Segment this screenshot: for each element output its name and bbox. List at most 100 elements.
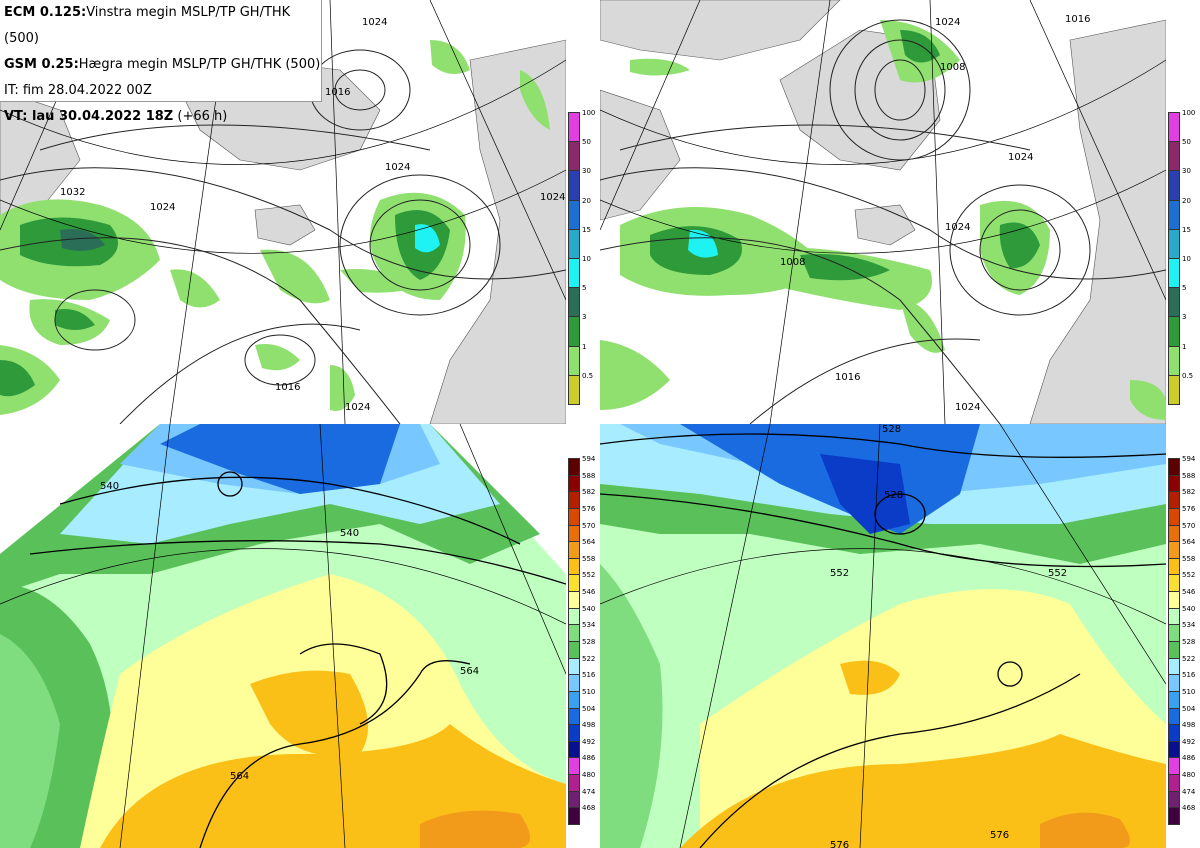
precip-scale-label: 20	[582, 196, 591, 205]
height-scale-label: 468	[1182, 804, 1196, 813]
gsm-height-map: 528 528 552 552 576 576	[600, 424, 1166, 848]
precip-scale-swatch	[1168, 141, 1180, 172]
precip-scale-label: 1	[1182, 342, 1187, 351]
height-contour-label: 564	[230, 771, 249, 782]
height-scale-label: 582	[1182, 488, 1196, 497]
height-scale-swatch	[1168, 724, 1180, 742]
precip-scale-label: 10	[1182, 255, 1191, 263]
isobar-label: 1016	[835, 372, 860, 383]
isobar-label: 1024	[935, 17, 960, 28]
precip-scale-label: 20	[1182, 196, 1191, 205]
height-labels: 528 528 552 552 576 576	[830, 424, 1067, 848]
height-scale-label: 552	[582, 571, 596, 580]
precip-scale-swatch	[568, 345, 580, 376]
precip-scale-swatch	[1168, 170, 1180, 201]
height-scale-swatch	[568, 607, 580, 626]
height-scale-label: 522	[582, 654, 596, 663]
isobar-label: 1032	[60, 187, 85, 198]
ecm-height-map: 540 540 564 564	[0, 424, 566, 848]
height-scale-swatch	[568, 541, 580, 559]
isobar-label: 1024	[150, 202, 175, 213]
precip-scale-label: 50	[1182, 138, 1191, 147]
height-scale-label: 558	[1182, 554, 1196, 563]
height-contour-label: 552	[1048, 568, 1067, 579]
height-scale-label: 492	[1182, 737, 1196, 746]
height-scale-swatch	[1168, 458, 1180, 476]
height-scale-swatch	[568, 790, 580, 809]
scandinavia-land	[429, 39, 566, 424]
info-line-ecm: ECM 0.125:Vinstra megin MSLP/TP GH/THK (…	[4, 5, 291, 46]
precip-scale-swatch	[1168, 287, 1180, 318]
height-scale-swatch	[1168, 541, 1180, 559]
height-scale-swatch	[568, 724, 580, 742]
height-scale-swatch	[568, 557, 580, 576]
isobar-label: 1024	[345, 402, 370, 413]
precip-scale-swatch	[1168, 374, 1180, 405]
isobar-label: 1016	[275, 382, 300, 393]
height-scale-swatch	[1168, 624, 1180, 642]
height-scale-swatch	[568, 690, 580, 709]
height-scale-swatch	[568, 757, 580, 776]
precip-scale-swatch	[568, 112, 580, 143]
height-scale-label: 516	[1182, 671, 1196, 680]
isobar-label: 1008	[780, 257, 805, 268]
info-line-valid-time: VT: lau 30.04.2022 18Z (+66 h)	[4, 109, 228, 124]
precip-scale-swatch	[568, 170, 580, 201]
precip-scale-label: 0.5	[1182, 371, 1194, 380]
height-scale-label: 546	[1182, 588, 1196, 597]
precip-scale-swatch	[1168, 345, 1180, 376]
height-scale-label: 594	[1182, 455, 1196, 463]
height-scale-label: 552	[1182, 571, 1196, 580]
height-scale-label: 510	[582, 687, 596, 696]
height-contour-label: 528	[882, 424, 901, 435]
height-contour-label: 564	[460, 666, 479, 677]
precip-areas	[0, 40, 550, 415]
height-scale-swatch	[568, 524, 580, 543]
isobar-label: 1016	[1065, 14, 1090, 25]
height-scale-label: 516	[582, 671, 596, 680]
height-scale-label: 576	[1182, 504, 1196, 513]
height-scale-swatch	[1168, 690, 1180, 709]
height-scale-swatch	[568, 458, 580, 476]
precip-scale-swatch	[1168, 228, 1180, 259]
graticule	[600, 424, 1166, 848]
height-scale-swatch	[568, 574, 580, 593]
height-scale-swatch	[1168, 641, 1180, 659]
height-scale-label: 528	[582, 638, 596, 646]
height-scale-label: 504	[1182, 704, 1196, 713]
height-scale-swatch	[568, 707, 580, 726]
height-contour-label: 540	[100, 481, 119, 492]
height-scale-swatch	[568, 624, 580, 642]
height-scale-label: 474	[582, 787, 596, 796]
precip-scale-swatch	[1168, 112, 1180, 143]
iceland-land	[254, 204, 316, 246]
height-contour-label: 552	[830, 568, 849, 579]
height-scale-label: 576	[582, 504, 596, 513]
height-labels: 540 540 564 564	[100, 481, 479, 782]
height-contour-label: 576	[990, 830, 1009, 841]
height-scale-label: 486	[1182, 754, 1196, 763]
height-scale-swatch	[1168, 657, 1180, 676]
precip-scale-label: 100	[1182, 109, 1196, 117]
precip-scale-swatch	[1168, 316, 1180, 347]
height-colorbar-right: 594 588 582 576 570 564 558 552 546 540 534 528 522 5…	[1168, 455, 1200, 825]
height-scale-label: 498	[582, 721, 596, 730]
height-scale-label: 534	[582, 621, 596, 630]
precip-scale-swatch	[1168, 199, 1180, 230]
isobar-label: 1024	[362, 17, 387, 28]
height-contour-label: 528	[884, 490, 903, 501]
height-scale-swatch	[568, 674, 580, 692]
height-scale-swatch	[1168, 790, 1180, 809]
height-contour-label: 540	[340, 528, 359, 539]
height-contours	[600, 433, 1166, 848]
height-scale-swatch	[568, 474, 580, 493]
height-contour-label: 576	[830, 840, 849, 848]
height-scale-swatch	[1168, 774, 1180, 792]
height-scale-swatch	[1168, 574, 1180, 593]
height-scale-label: 522	[1182, 654, 1196, 663]
height-scale-label: 546	[582, 588, 596, 597]
height-scale-label: 510	[1182, 687, 1196, 696]
height-scale-swatch	[1168, 491, 1180, 509]
info-line-gsm: GSM 0.25:Hægra megin MSLP/TP GH/THK (500…	[4, 57, 321, 72]
height-scale-label: 588	[582, 471, 596, 480]
